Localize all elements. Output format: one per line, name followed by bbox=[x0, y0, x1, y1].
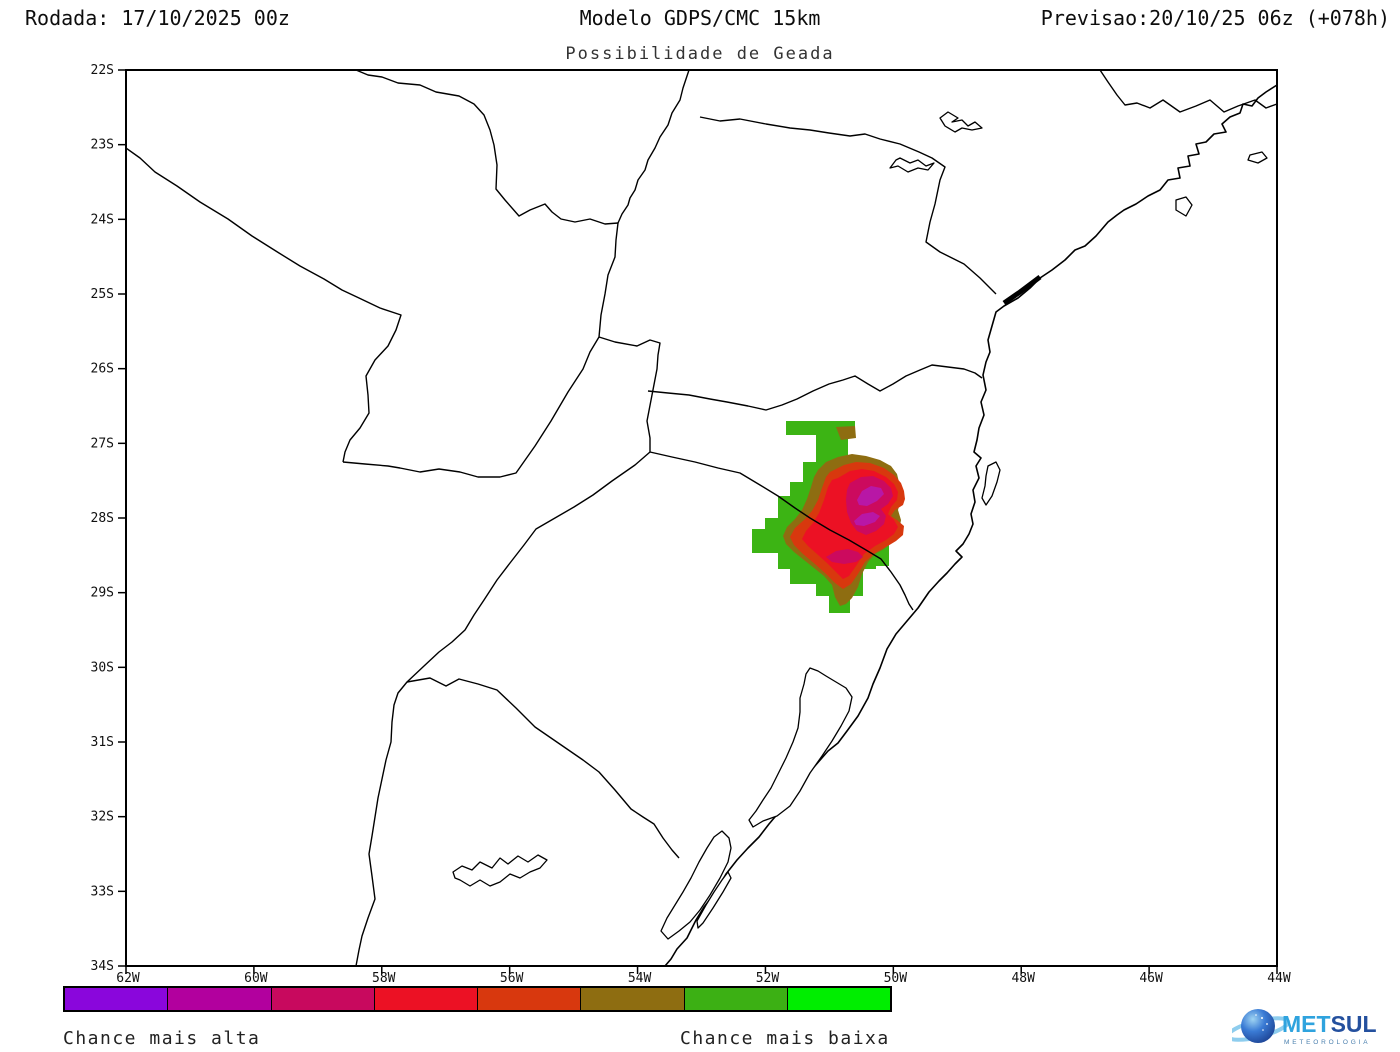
lat-tick-label: 27S bbox=[91, 436, 114, 451]
border-line bbox=[647, 364, 983, 411]
legend-color-cell bbox=[683, 987, 788, 1011]
lon-tick-label: 54W bbox=[628, 971, 652, 986]
lat-tick-label: 23S bbox=[91, 138, 114, 153]
lat-tick-label: 32S bbox=[91, 810, 114, 825]
legend-color-cell bbox=[373, 987, 478, 1011]
lon-tick-label: 60W bbox=[244, 971, 268, 986]
probability-colorbar bbox=[63, 986, 892, 1012]
border-line bbox=[699, 116, 997, 295]
lon-tick-label: 46W bbox=[1139, 971, 1163, 986]
border-line bbox=[649, 451, 914, 611]
metsul-logo: METSUL METEOROLOGIA bbox=[1225, 1002, 1392, 1052]
forecast-valid-label: Previsao:20/10/25 06z (+078h) bbox=[1040, 6, 1390, 30]
map-title: Possibilidade de Geada bbox=[565, 44, 835, 64]
lat-tick-label: 26S bbox=[91, 362, 114, 377]
border-line bbox=[617, 69, 690, 224]
lat-tick-label: 28S bbox=[91, 511, 114, 526]
border-line bbox=[355, 336, 661, 967]
legend-color-cell bbox=[64, 987, 169, 1011]
border-line bbox=[1099, 69, 1278, 113]
lat-tick-label: 25S bbox=[91, 287, 114, 302]
lon-tick-label: 62W bbox=[116, 971, 140, 986]
lake-outline bbox=[1247, 151, 1268, 164]
lon-tick-label: 44W bbox=[1267, 971, 1291, 986]
lon-tick-label: 58W bbox=[372, 971, 396, 986]
lon-tick-label: 56W bbox=[500, 971, 524, 986]
border-line bbox=[342, 69, 619, 478]
legend-color-cell bbox=[167, 987, 272, 1011]
lake-outline bbox=[660, 830, 732, 940]
frost-magenta-core bbox=[854, 512, 880, 526]
lon-tick-label: 52W bbox=[756, 971, 780, 986]
lake-outline bbox=[889, 157, 935, 173]
lon-tick-label: 50W bbox=[884, 971, 908, 986]
lake-outline bbox=[696, 871, 732, 929]
legend-color-cell bbox=[580, 987, 685, 1011]
metsul-logo-graphic: METSUL METEOROLOGIA bbox=[1225, 1009, 1377, 1046]
logo-subtitle: METEOROLOGIA bbox=[1284, 1039, 1370, 1046]
lat-tick-label: 24S bbox=[91, 212, 114, 227]
coastal-island-thick bbox=[1002, 275, 1042, 306]
lake-outline bbox=[748, 667, 853, 828]
lat-tick-label: 34S bbox=[91, 959, 114, 974]
legend-color-cell bbox=[477, 987, 582, 1011]
frost-crimson-zone bbox=[826, 549, 863, 564]
lon-tick-label: 48W bbox=[1011, 971, 1035, 986]
legend-color-cell bbox=[786, 987, 891, 1011]
border-line bbox=[125, 147, 402, 463]
legend-high-label: Chance mais alta bbox=[63, 1028, 261, 1049]
legend-low-label: Chance mais baixa bbox=[680, 1028, 890, 1049]
map-background bbox=[126, 70, 1277, 966]
lake-outline bbox=[939, 111, 983, 133]
lat-tick-label: 33S bbox=[91, 884, 114, 899]
frost-magenta-core bbox=[857, 486, 884, 506]
frost-olive-zone bbox=[836, 426, 856, 440]
logo-wordmark: METSUL bbox=[1282, 1011, 1377, 1037]
lat-tick-label: 31S bbox=[91, 735, 114, 750]
model-name-label: Modelo GDPS/CMC 15km bbox=[579, 6, 821, 30]
lake-outline bbox=[981, 461, 1001, 506]
legend-color-cell bbox=[270, 987, 375, 1011]
frost-probability-region bbox=[752, 421, 905, 613]
lake-outline bbox=[1175, 196, 1193, 217]
border-line bbox=[406, 677, 680, 859]
lat-tick-label: 22S bbox=[91, 63, 114, 78]
lat-tick-label: 30S bbox=[91, 660, 114, 675]
lake-outline bbox=[452, 854, 548, 887]
run-timestamp-label: Rodada: 17/10/2025 00z bbox=[25, 6, 290, 30]
lat-tick-label: 29S bbox=[91, 586, 114, 601]
